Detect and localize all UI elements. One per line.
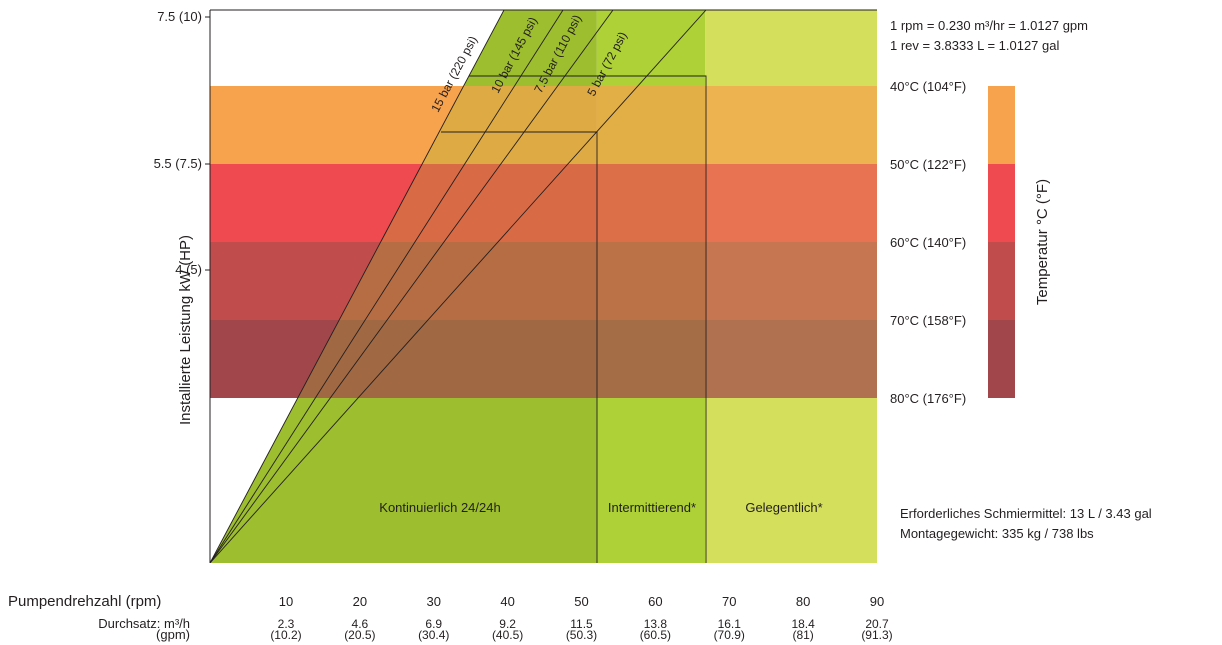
temp-label-4: 80°C (176°F)	[890, 391, 966, 406]
x-tick-label-4: 50	[574, 594, 588, 609]
temp-label-3: 70°C (158°F)	[890, 313, 966, 328]
temp-legend-swatch-3	[988, 320, 1015, 398]
x-tick-label-7: 80	[796, 594, 810, 609]
x-tick-label-0: 10	[279, 594, 293, 609]
y-tick-label-1: 5.5 (7.5)	[154, 156, 202, 171]
x-tick-label-1: 20	[353, 594, 367, 609]
y-axis-title: Installierte Leistung kW (HP)	[177, 235, 194, 425]
flow-gpm-5: (60.5)	[640, 628, 671, 642]
flow-gpm-0: (10.2)	[270, 628, 301, 642]
y-tick-label-2: 7.5 (10)	[157, 9, 202, 24]
flow-gpm-3: (40.5)	[492, 628, 523, 642]
spec-1: Montagegewicht: 335 kg / 738 lbs	[900, 526, 1094, 541]
x-tick-label-2: 30	[427, 594, 441, 609]
temp-legend-swatch-0	[988, 86, 1015, 164]
flow-gpm-7: (81)	[792, 628, 813, 642]
temp-label-0: 40°C (104°F)	[890, 79, 966, 94]
conversion-note-0: 1 rpm = 0.230 m³/hr = 1.0127 gpm	[890, 18, 1088, 33]
temperature-title: Temperatur °C (°F)	[1034, 179, 1051, 305]
spec-0: Erforderliches Schmiermittel: 13 L / 3.4…	[900, 506, 1152, 521]
temp-legend-swatch-1	[988, 164, 1015, 242]
flow-gpm-4: (50.3)	[566, 628, 597, 642]
flow-gpm-1: (20.5)	[344, 628, 375, 642]
x-tick-label-5: 60	[648, 594, 662, 609]
zone-label-1: Intermittierend*	[608, 500, 696, 515]
gpm-label: (gpm)	[156, 627, 190, 642]
x-tick-label-6: 70	[722, 594, 736, 609]
flow-gpm-6: (70.9)	[714, 628, 745, 642]
x-tick-label-3: 40	[500, 594, 514, 609]
temp-label-1: 50°C (122°F)	[890, 157, 966, 172]
flow-gpm-2: (30.4)	[418, 628, 449, 642]
flow-gpm-8: (91.3)	[861, 628, 892, 642]
temp-legend-swatch-2	[988, 242, 1015, 320]
zone-label-2: Gelegentlich*	[745, 500, 822, 515]
conversion-note-1: 1 rev = 3.8333 L = 1.0127 gal	[890, 38, 1059, 53]
x-tick-label-8: 90	[870, 594, 884, 609]
temp-label-2: 60°C (140°F)	[890, 235, 966, 250]
zone-label-0: Kontinuierlich 24/24h	[379, 500, 500, 515]
x-axis-title: Pumpendrehzahl (rpm)	[8, 593, 161, 610]
